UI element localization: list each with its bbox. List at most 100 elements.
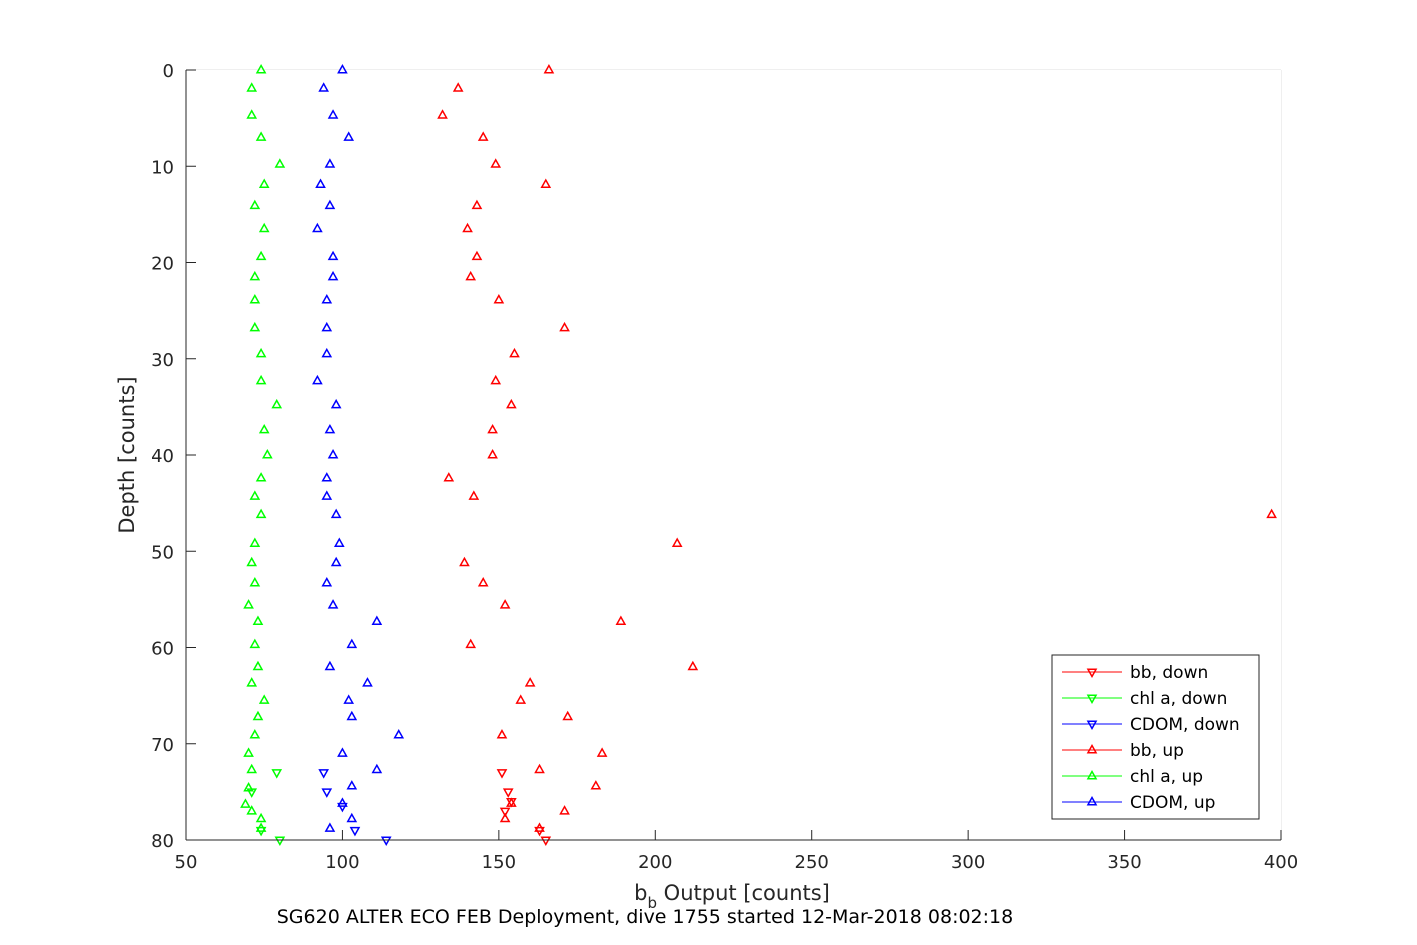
legend-marker xyxy=(1086,795,1098,806)
data-point xyxy=(312,222,323,233)
data-point xyxy=(249,321,261,332)
legend-label: chl a, up xyxy=(1130,767,1203,787)
data-point xyxy=(249,199,261,210)
data-point xyxy=(243,747,254,757)
x-axis-label-subscript: b xyxy=(647,894,657,912)
data-point xyxy=(562,710,574,721)
data-point xyxy=(496,729,508,739)
data-point xyxy=(349,826,361,837)
data-point xyxy=(459,556,470,567)
data-point xyxy=(252,615,264,625)
data-point xyxy=(327,599,339,609)
data-point xyxy=(327,109,339,119)
data-point xyxy=(540,836,552,847)
data-point xyxy=(243,599,254,609)
legend-marker xyxy=(1086,769,1098,780)
data-point xyxy=(252,710,264,721)
data-point xyxy=(255,508,267,519)
data-point xyxy=(246,109,258,119)
x-axis-label: bb Output [counts] xyxy=(634,881,830,912)
legend-marker xyxy=(1086,743,1098,754)
y-tick-label: 20 xyxy=(151,254,174,275)
data-point xyxy=(371,615,383,625)
legend-marker xyxy=(1086,694,1098,705)
legend-label: chl a, down xyxy=(1130,689,1227,709)
legend-entry: bb, up xyxy=(1062,741,1184,761)
data-point xyxy=(249,270,261,281)
series-4 xyxy=(240,63,286,832)
data-point xyxy=(249,576,261,587)
data-point xyxy=(318,769,329,779)
data-point xyxy=(337,802,348,813)
data-point xyxy=(318,82,329,92)
x-tick-label: 150 xyxy=(482,852,516,873)
y-tick-label: 30 xyxy=(151,350,174,371)
data-point xyxy=(465,638,477,649)
data-point xyxy=(249,537,261,547)
data-point xyxy=(324,423,336,434)
data-point xyxy=(487,423,498,434)
x-tick-label: 250 xyxy=(795,852,829,873)
legend-label: CDOM, up xyxy=(1130,793,1215,813)
legend: bb, down chl a, down CDOM, down bb, up chl a… xyxy=(1051,654,1260,820)
legend-marker xyxy=(1086,668,1098,679)
x-axis-label-main: b xyxy=(634,881,647,905)
data-point xyxy=(255,374,267,385)
axes: 50 100 150 200 250 300 350 400 0 10 20 30 40 50 60 70 80 xyxy=(151,61,1298,873)
data-point xyxy=(493,294,505,304)
data-point xyxy=(671,537,683,547)
data-point xyxy=(490,374,502,385)
data-point xyxy=(315,178,326,188)
legend-entry: CDOM, down xyxy=(1062,715,1240,735)
data-point xyxy=(246,556,258,567)
x-tick-label: 100 xyxy=(325,852,359,873)
data-point xyxy=(1266,508,1277,519)
data-point xyxy=(327,270,339,281)
data-point xyxy=(321,294,333,304)
data-point xyxy=(534,763,545,774)
data-markers xyxy=(240,63,1277,847)
legend-entry: bb, down xyxy=(1062,663,1208,683)
data-point xyxy=(243,781,254,792)
data-point xyxy=(330,398,342,409)
data-point xyxy=(324,660,336,671)
data-point xyxy=(255,822,267,832)
legend-entry: CDOM, up xyxy=(1062,793,1215,813)
data-point xyxy=(346,812,358,823)
data-point xyxy=(506,398,517,409)
data-point xyxy=(596,747,608,757)
data-point xyxy=(380,836,392,847)
data-point xyxy=(255,250,267,261)
x-tick-label: 350 xyxy=(1107,852,1141,873)
y-tick-label: 60 xyxy=(151,639,174,660)
data-point xyxy=(462,222,473,233)
data-point xyxy=(443,472,455,482)
data-point xyxy=(246,82,258,92)
legend-label: bb, up xyxy=(1130,741,1184,761)
x-tick-label: 50 xyxy=(175,852,198,873)
data-point xyxy=(255,472,267,482)
data-point xyxy=(255,131,267,141)
legend-label: bb, down xyxy=(1130,663,1208,683)
data-point xyxy=(371,763,383,774)
data-point xyxy=(337,797,348,807)
legend-marker xyxy=(1086,720,1098,731)
data-point xyxy=(490,158,502,168)
data-point xyxy=(343,694,355,704)
data-point xyxy=(534,822,545,832)
data-point xyxy=(346,710,358,721)
data-point xyxy=(468,490,480,500)
data-point xyxy=(499,812,511,823)
data-point xyxy=(559,805,570,815)
data-point xyxy=(246,805,258,815)
data-point xyxy=(240,798,251,808)
data-point xyxy=(362,677,373,687)
legend-box xyxy=(1051,654,1260,820)
data-point xyxy=(252,660,264,671)
legend-entry: chl a, down xyxy=(1062,689,1227,709)
data-point xyxy=(471,250,483,261)
data-point xyxy=(249,294,261,304)
data-point xyxy=(321,321,333,332)
data-point xyxy=(271,769,283,779)
